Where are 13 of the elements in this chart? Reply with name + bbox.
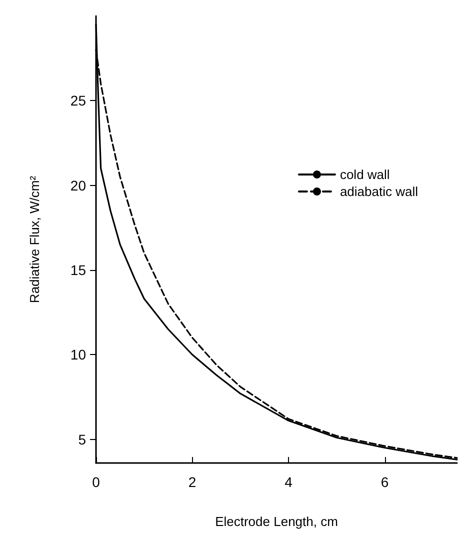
y-tick-label: 5 [78,431,86,448]
x-axis-title: Electrode Length, cm [215,514,338,529]
x-tick-label: 2 [188,474,196,490]
y-tick-label: 15 [70,262,86,278]
y-tick-label: 20 [70,177,86,194]
y-tick-label: 25 [70,92,86,109]
x-tick-label: 0 [92,474,100,490]
legend-label: cold wall [340,167,390,182]
x-tick-label: 4 [284,474,293,490]
x-tick-label: 6 [380,474,389,490]
y-axis-title: Radiative Flux, W/cm² [27,175,42,304]
legend-label: adiabatic wall [340,184,418,199]
y-tick-label: 10 [70,346,86,363]
